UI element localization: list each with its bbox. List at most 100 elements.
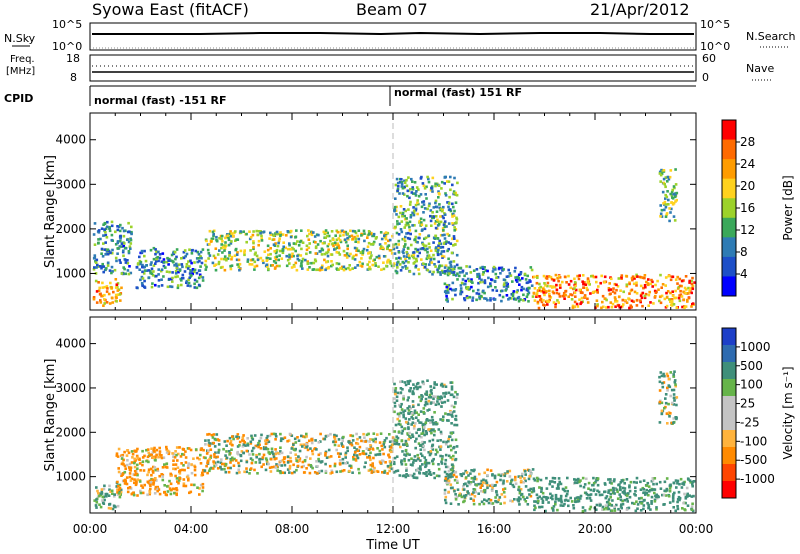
echo-cell bbox=[436, 268, 439, 271]
echo-cell bbox=[447, 391, 451, 395]
echo-cell bbox=[423, 227, 427, 231]
echo-cell bbox=[444, 194, 448, 197]
echo-cell bbox=[670, 207, 673, 211]
echo-cell bbox=[183, 468, 186, 472]
echo-cell bbox=[278, 254, 281, 257]
echo-cell bbox=[131, 456, 134, 459]
echo-cell bbox=[116, 480, 119, 484]
echo-cell bbox=[319, 461, 323, 464]
echo-cell bbox=[412, 427, 416, 430]
echo-cell bbox=[382, 443, 385, 446]
echo-cell bbox=[605, 495, 609, 498]
echo-cell bbox=[647, 283, 650, 287]
echo-cell bbox=[663, 489, 666, 493]
echo-cell bbox=[272, 455, 276, 459]
echo-cell bbox=[666, 180, 669, 183]
echo-cell bbox=[100, 227, 104, 230]
echo-cell bbox=[274, 435, 278, 438]
echo-cell bbox=[363, 436, 366, 439]
echo-cell bbox=[625, 301, 629, 304]
echo-cell bbox=[258, 230, 261, 233]
echo-cell bbox=[230, 448, 233, 451]
echo-cell bbox=[335, 229, 339, 233]
echo-cell bbox=[519, 272, 522, 276]
echo-cell bbox=[431, 176, 435, 180]
echo-cell bbox=[141, 277, 145, 280]
echo-cell bbox=[150, 447, 153, 450]
echo-cell bbox=[310, 437, 313, 441]
echo-cell bbox=[566, 476, 569, 480]
echo-cell bbox=[292, 247, 295, 251]
echo-cell bbox=[654, 294, 657, 298]
echo-cell bbox=[223, 440, 227, 443]
echo-cell bbox=[125, 476, 129, 479]
echo-cell bbox=[443, 488, 447, 492]
echo-cell bbox=[625, 478, 629, 481]
echo-cell bbox=[640, 502, 643, 505]
echo-cell bbox=[577, 477, 580, 481]
echo-cell bbox=[456, 278, 459, 281]
echo-cell bbox=[660, 374, 664, 378]
echo-cell bbox=[449, 483, 453, 486]
echo-cell bbox=[353, 453, 356, 457]
echo-cell bbox=[596, 288, 599, 292]
echo-cell bbox=[208, 444, 211, 448]
echo-cell bbox=[333, 437, 337, 441]
echo-cell bbox=[469, 497, 473, 500]
echo-cell bbox=[185, 263, 189, 266]
echo-cell bbox=[114, 296, 118, 299]
echo-cell bbox=[397, 412, 401, 416]
echo-cell bbox=[589, 505, 593, 509]
echo-cell bbox=[384, 461, 387, 464]
echo-cell bbox=[406, 246, 410, 250]
echo-cell bbox=[616, 285, 620, 288]
echo-cell bbox=[324, 451, 327, 455]
echo-cell bbox=[358, 453, 362, 456]
echo-cell bbox=[651, 477, 655, 480]
echo-cell bbox=[423, 245, 426, 248]
echo-cell bbox=[274, 242, 277, 245]
echo-cell bbox=[484, 479, 488, 482]
echo-cell bbox=[434, 234, 437, 238]
echo-cell bbox=[232, 437, 235, 441]
echo-cell bbox=[388, 469, 391, 473]
echo-cell bbox=[616, 497, 620, 500]
echo-cell bbox=[278, 237, 281, 240]
echo-cell bbox=[408, 435, 411, 438]
echo-cell bbox=[295, 468, 298, 472]
echo-cell bbox=[407, 426, 410, 429]
echo-cell bbox=[357, 237, 361, 241]
echo-cell bbox=[114, 230, 117, 234]
echo-cell bbox=[224, 236, 227, 240]
echo-cell bbox=[419, 421, 423, 424]
echo-cell bbox=[210, 433, 214, 437]
echo-cell bbox=[643, 284, 647, 287]
echo-cell bbox=[281, 437, 285, 441]
echo-cell bbox=[271, 264, 274, 267]
echo-cell bbox=[673, 491, 676, 495]
echo-cell bbox=[415, 259, 418, 263]
echo-cell bbox=[413, 411, 416, 415]
echo-cell bbox=[536, 300, 540, 304]
echo-cell bbox=[354, 237, 358, 241]
echo-cell bbox=[109, 251, 112, 254]
echo-cell bbox=[118, 483, 122, 487]
echo-cell bbox=[353, 446, 356, 449]
echo-cell bbox=[403, 457, 406, 461]
echo-cell bbox=[386, 261, 389, 264]
echo-cell bbox=[437, 474, 441, 478]
echo-cell bbox=[421, 432, 425, 435]
echo-cell bbox=[577, 497, 580, 501]
echo-cell bbox=[394, 242, 398, 246]
echo-cell bbox=[117, 225, 121, 229]
echo-cell bbox=[462, 494, 466, 498]
noise-right-tick-bottom: 10^0 bbox=[700, 40, 730, 53]
echo-cell bbox=[532, 477, 536, 481]
echo-cell bbox=[442, 228, 445, 232]
echo-cell bbox=[665, 195, 669, 199]
echo-cell bbox=[197, 257, 200, 260]
echo-cell bbox=[175, 453, 178, 457]
echo-cell bbox=[400, 380, 404, 383]
echo-cell bbox=[402, 208, 406, 211]
echo-cell bbox=[147, 460, 150, 464]
